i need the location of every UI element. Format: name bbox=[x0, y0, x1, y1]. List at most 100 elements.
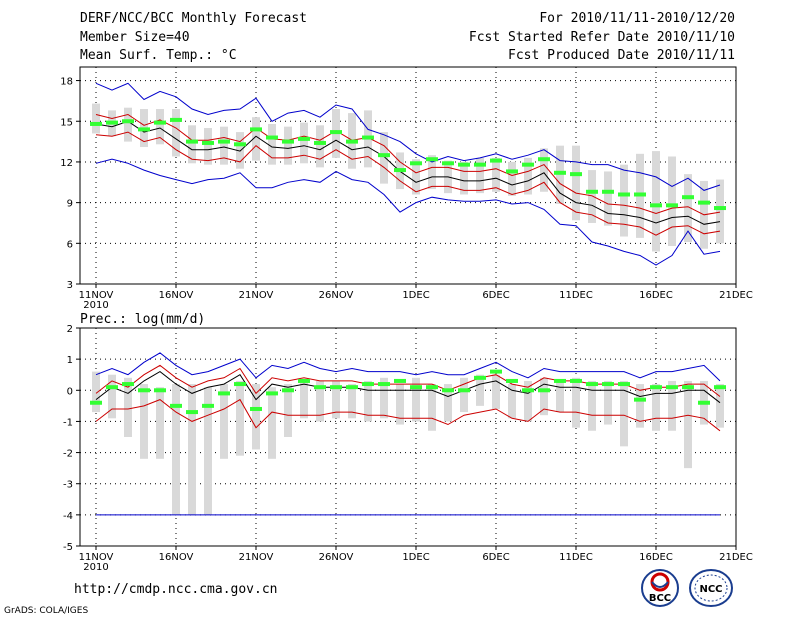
temp-ytick-label-1: 6 bbox=[67, 239, 73, 250]
precip-member-box-6 bbox=[188, 384, 196, 515]
precip-observed-0 bbox=[90, 400, 102, 405]
temp-member-box-11 bbox=[268, 123, 276, 165]
precip-member-box-4 bbox=[156, 387, 164, 459]
precip-xtick-label-6: 11DEC bbox=[559, 552, 593, 563]
precip-observed-30 bbox=[570, 378, 582, 383]
temp-observed-26 bbox=[506, 169, 518, 174]
precip-xtick-label-3: 26NOV bbox=[319, 552, 354, 563]
temp-member-box-5 bbox=[172, 109, 180, 157]
temp-observed-19 bbox=[394, 168, 406, 173]
temp-member-box-21 bbox=[428, 155, 436, 190]
precip-observed-12 bbox=[282, 388, 294, 393]
precip-plot-frame bbox=[79, 327, 737, 547]
temp-member-box-26 bbox=[508, 161, 516, 196]
precip-member-box-12 bbox=[284, 384, 292, 437]
precip-series-red-1 bbox=[95, 364, 721, 397]
precip-ytick-label-3: -2 bbox=[63, 449, 73, 460]
temp-observed-35 bbox=[650, 203, 662, 208]
temp-series-blue-4 bbox=[95, 158, 721, 266]
temp-member-box-20 bbox=[412, 159, 420, 195]
precip-member-box-24 bbox=[476, 374, 484, 406]
bcc-logo: BCC bbox=[640, 568, 680, 608]
precip-observed-24 bbox=[474, 375, 486, 380]
temp-member-box-2 bbox=[124, 107, 132, 142]
precip-observed-39 bbox=[714, 385, 726, 390]
temp-ytick-label-4: 15 bbox=[60, 117, 73, 128]
temp-observed-36 bbox=[666, 203, 678, 208]
precip-observed-8 bbox=[218, 391, 230, 396]
precip-member-box-15 bbox=[332, 380, 340, 419]
precip-observed-29 bbox=[554, 378, 566, 383]
temp-member-box-37 bbox=[684, 174, 692, 242]
precip-observed-11 bbox=[266, 391, 278, 396]
temp-observed-37 bbox=[682, 195, 694, 200]
temp-xtick-label-8: 21DEC bbox=[719, 290, 753, 301]
precip-member-box-33 bbox=[620, 380, 628, 447]
precip-member-box-29 bbox=[556, 380, 564, 413]
temp-observed-12 bbox=[282, 139, 294, 144]
precip-observed-2 bbox=[122, 382, 134, 387]
precip-observed-18 bbox=[378, 382, 390, 387]
precip-member-box-36 bbox=[668, 380, 676, 431]
temp-observed-31 bbox=[586, 189, 598, 194]
precip-label: Prec.: log(mm/d) bbox=[80, 312, 206, 327]
temp-series-black-2 bbox=[95, 120, 721, 225]
temp-observed-18 bbox=[378, 153, 390, 158]
precip-observed-23 bbox=[458, 388, 470, 393]
precip-member-box-19 bbox=[396, 384, 404, 425]
precip-member-box-21 bbox=[428, 384, 436, 431]
temp-observed-30 bbox=[570, 172, 582, 177]
temp-observed-22 bbox=[442, 161, 454, 166]
precip-observed-21 bbox=[426, 385, 438, 390]
temp-series-red-1 bbox=[95, 113, 721, 216]
temp-xtick-label-7: 16DEC bbox=[639, 290, 673, 301]
precip-observed-36 bbox=[666, 385, 678, 390]
temp-member-box-12 bbox=[284, 126, 292, 165]
temp-xtick-label-6: 11DEC bbox=[559, 290, 593, 301]
temp-member-box-29 bbox=[556, 145, 564, 204]
figure-title: DERF/NCC/BCC Monthly Forecast bbox=[80, 11, 307, 26]
temp-observed-38 bbox=[698, 200, 710, 205]
precip-member-box-2 bbox=[124, 377, 132, 437]
precip-xtick-label-7: 16DEC bbox=[639, 552, 673, 563]
precip-observed-17 bbox=[362, 382, 374, 387]
temp-observed-20 bbox=[410, 161, 422, 166]
source-url[interactable]: http://cmdp.ncc.cma.gov.cn bbox=[74, 582, 278, 597]
precip-observed-3 bbox=[138, 388, 150, 393]
precip-observed-16 bbox=[346, 385, 358, 390]
temp-observed-0 bbox=[90, 121, 102, 126]
temp-ytick-label-0: 3 bbox=[67, 280, 73, 291]
precip-member-box-26 bbox=[508, 384, 516, 419]
temp-xtick-label-1: 16NOV bbox=[159, 290, 194, 301]
temp-observed-14 bbox=[314, 140, 326, 145]
temp-member-box-18 bbox=[380, 132, 388, 184]
precip-series-red-3 bbox=[95, 398, 721, 432]
temp-observed-29 bbox=[554, 170, 566, 175]
precip-observed-4 bbox=[154, 388, 166, 393]
precip-x-year-label: 2010 bbox=[83, 562, 108, 573]
precip-ytick-label-7: 2 bbox=[67, 324, 73, 335]
precip-series-black-2 bbox=[95, 370, 721, 404]
temp-observed-34 bbox=[634, 192, 646, 197]
precip-observed-22 bbox=[442, 388, 454, 393]
precip-member-box-5 bbox=[172, 384, 180, 515]
precip-member-box-1 bbox=[108, 374, 116, 419]
temp-observed-7 bbox=[202, 140, 214, 145]
temp-xtick-label-3: 26NOV bbox=[319, 290, 354, 301]
precip-member-box-8 bbox=[220, 384, 228, 459]
precip-member-box-22 bbox=[444, 384, 452, 422]
temp-observed-27 bbox=[522, 162, 534, 167]
precip-observed-7 bbox=[202, 403, 214, 408]
precip-member-box-0 bbox=[92, 371, 100, 413]
precip-xtick-label-4: 1DEC bbox=[402, 552, 429, 563]
precip-member-box-30 bbox=[572, 377, 580, 428]
precip-observed-10 bbox=[250, 406, 262, 411]
temp-observed-1 bbox=[106, 120, 118, 125]
forecast-period: For 2010/11/11-2010/12/20 bbox=[539, 11, 735, 26]
precip-observed-25 bbox=[490, 369, 502, 374]
temp-plot-frame bbox=[79, 66, 737, 285]
precip-observed-34 bbox=[634, 397, 646, 402]
precip-observed-35 bbox=[650, 385, 662, 390]
